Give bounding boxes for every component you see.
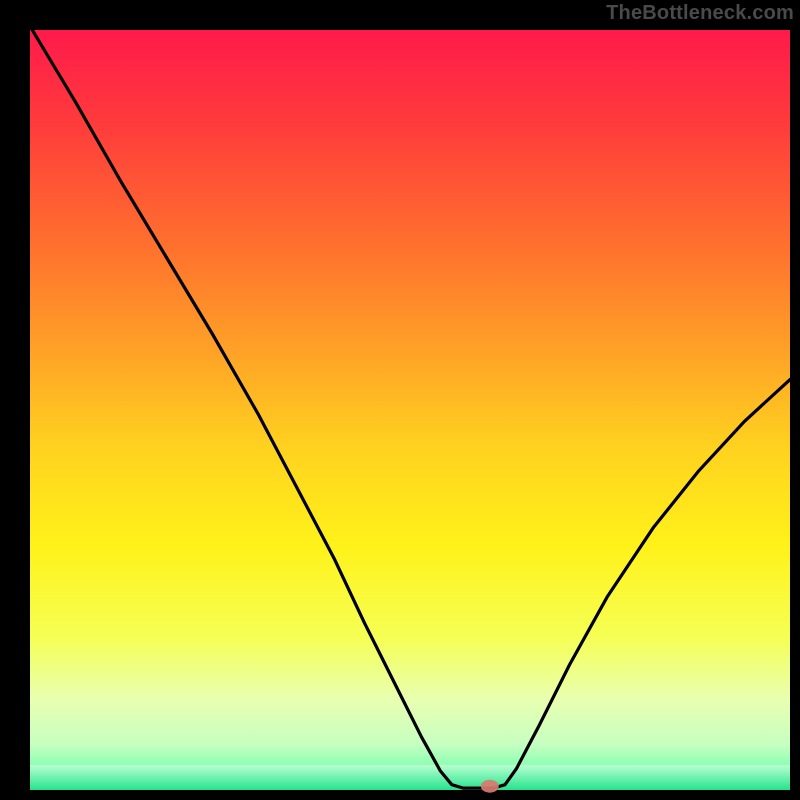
chart-container: TheBottleneck.com — [0, 0, 800, 800]
bottleneck-chart — [0, 0, 800, 800]
green-band — [30, 765, 790, 790]
plot-gradient — [30, 30, 790, 790]
watermark-label: TheBottleneck.com — [606, 2, 794, 25]
current-config-marker — [481, 780, 499, 793]
